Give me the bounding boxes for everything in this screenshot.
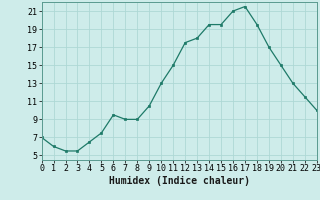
X-axis label: Humidex (Indice chaleur): Humidex (Indice chaleur) (109, 176, 250, 186)
